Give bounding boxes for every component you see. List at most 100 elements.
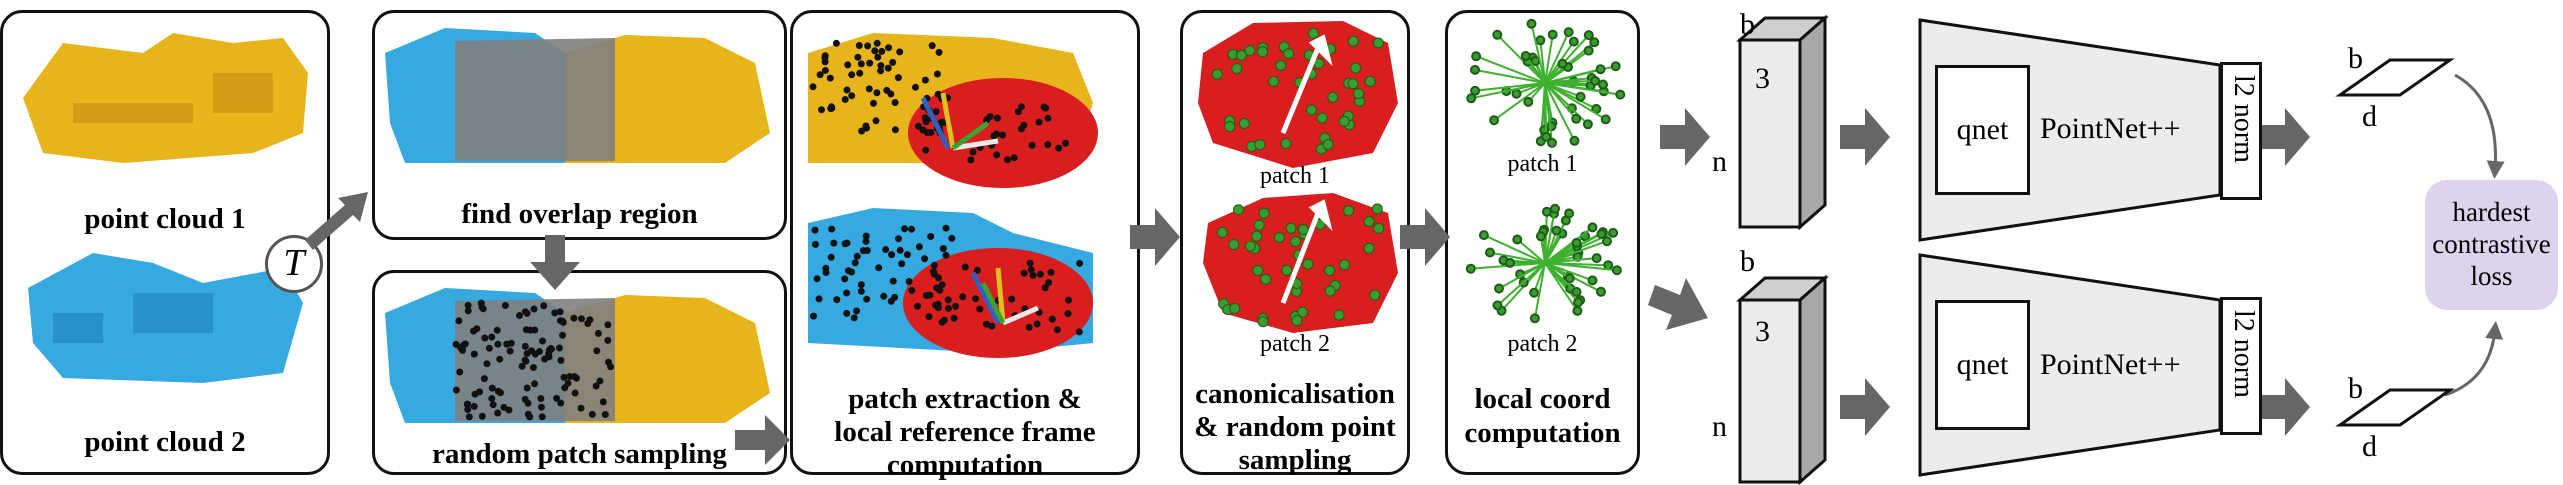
point-dot	[463, 400, 471, 408]
coord-ray	[1489, 251, 1546, 264]
point-dot	[560, 373, 568, 381]
lrf-axes-2	[970, 267, 1039, 326]
point-dot	[1044, 114, 1052, 122]
point-dot	[1228, 239, 1240, 251]
coord-ray	[1544, 242, 1578, 264]
coord-point	[1564, 273, 1575, 284]
point-dot	[483, 360, 491, 368]
point-dot	[599, 398, 607, 406]
loss-line2: contrastive	[2432, 229, 2551, 259]
point-dot	[1244, 45, 1256, 56]
point-dot	[854, 53, 862, 61]
point-dot	[874, 53, 882, 61]
coord-ray	[1544, 262, 1617, 272]
coord-ray	[1498, 262, 1546, 290]
qnet-label-1: qnet	[1956, 113, 2009, 146]
point-dot	[870, 99, 877, 107]
point-dot	[530, 364, 537, 371]
point-dot	[944, 296, 952, 304]
point-dot	[471, 390, 479, 398]
point-dot	[843, 86, 851, 94]
coord-ray	[1533, 262, 1546, 319]
point-dot	[1238, 118, 1250, 129]
point-dot	[841, 275, 849, 283]
point-dot	[470, 350, 478, 358]
point-dot	[862, 232, 870, 240]
qnet-box-1: qnet	[1935, 65, 2030, 195]
point-dot	[873, 39, 881, 47]
point-dot	[884, 64, 892, 72]
l2norm-box-1: l2 norm	[2220, 62, 2262, 200]
coord-ray	[1544, 262, 1593, 282]
point-dot	[864, 42, 872, 50]
point-dot	[812, 240, 819, 248]
point-dot	[1004, 156, 1011, 164]
point-dot	[973, 266, 981, 274]
point-dot	[1363, 216, 1375, 227]
coord-point	[1600, 114, 1611, 125]
point-dot	[901, 225, 909, 233]
find-overlap-label: find overlap region	[461, 198, 698, 230]
point-dot	[571, 389, 579, 397]
point-dot	[531, 380, 539, 388]
coord-point	[1470, 85, 1481, 96]
point-dot	[1290, 236, 1302, 248]
coord-point	[1595, 64, 1606, 75]
point-dot	[1257, 46, 1269, 58]
point-dot	[952, 302, 960, 310]
point-dot	[477, 299, 485, 307]
coord-point	[1598, 79, 1608, 90]
coord-ray	[1544, 82, 1621, 96]
point-dot	[555, 344, 563, 352]
point-dot	[1047, 268, 1055, 276]
point-dot	[604, 321, 612, 329]
out-2-b: b	[2348, 372, 2363, 405]
point-dot	[1373, 222, 1385, 234]
point-dot	[894, 74, 902, 82]
coord-ray	[1544, 257, 1597, 264]
point-dot	[1347, 35, 1359, 47]
point-dot	[1026, 259, 1034, 267]
point-dot	[1233, 204, 1244, 216]
point-dot	[990, 132, 998, 140]
point-dot	[1028, 141, 1036, 149]
coord-point	[1471, 51, 1482, 62]
point-dot	[493, 326, 501, 334]
coord-ray	[1516, 238, 1546, 264]
coord-ray	[1544, 82, 1548, 137]
point-dot	[969, 148, 977, 156]
point-dot	[940, 316, 948, 324]
coord-point	[1526, 18, 1537, 29]
point-dot	[545, 353, 553, 361]
point-dot	[557, 356, 565, 364]
point-dot	[1283, 48, 1295, 60]
point-dot	[1076, 259, 1084, 267]
coord-point	[1489, 115, 1500, 126]
point-dot	[1347, 78, 1359, 90]
point-dot	[1306, 104, 1317, 116]
tensor-1-n: n	[1712, 145, 1727, 178]
point-dot	[1041, 284, 1049, 292]
point-dot	[1285, 222, 1297, 234]
point-dot	[1251, 230, 1263, 242]
patch-extraction-line3: computation	[886, 449, 1044, 481]
point-dot	[557, 399, 565, 407]
coord-point	[1591, 253, 1602, 264]
point-dot	[481, 334, 489, 342]
point-dot	[455, 317, 463, 325]
point-dot	[883, 86, 891, 94]
point-dot	[1297, 224, 1309, 235]
point-dot	[862, 237, 870, 245]
point-dot	[945, 304, 952, 312]
point-dot	[521, 342, 529, 350]
panel-patch-extraction: patch extraction & local reference frame…	[790, 10, 1140, 481]
point-dot	[976, 305, 984, 313]
coord-point	[1547, 29, 1558, 40]
point-dot	[826, 74, 834, 82]
point-dot	[830, 239, 838, 247]
coord-ray	[1530, 23, 1546, 84]
point-dot	[516, 312, 523, 319]
point-dot	[1333, 309, 1345, 321]
coord-point	[1505, 257, 1515, 268]
point-dot	[921, 114, 929, 122]
